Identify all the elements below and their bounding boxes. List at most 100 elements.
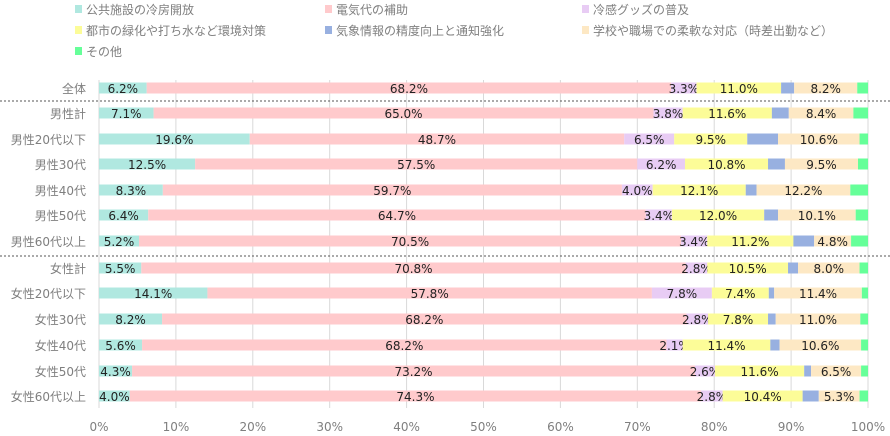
bar-segment: [798, 262, 860, 274]
legend-label: 学校や職場での柔軟な対応（時差出勤など）: [593, 23, 833, 38]
data-label: 11.6%: [741, 365, 779, 379]
category-label: 女性計: [50, 261, 86, 276]
bar-segment: [99, 313, 163, 325]
legend-swatch: [325, 5, 332, 13]
x-tick-label: 10%: [163, 420, 190, 434]
bar-segment: [722, 390, 803, 402]
bar-segment: [770, 339, 780, 351]
bar-segment: [637, 158, 685, 170]
bar-segment: [768, 313, 776, 325]
data-label: 68.2%: [385, 339, 423, 353]
bar-segment: [860, 313, 868, 325]
bar-segment: [99, 339, 143, 351]
bar-segment: [142, 339, 667, 351]
bar-segment: [682, 339, 771, 351]
legend-swatch: [75, 5, 82, 13]
data-label: 73.2%: [394, 365, 432, 379]
bar-segment: [779, 339, 862, 351]
bar-segment: [747, 133, 779, 145]
bar-segment: [853, 107, 868, 119]
bar-segment: [132, 365, 695, 377]
data-label: 4.0%: [99, 390, 130, 404]
bar-segment: [696, 82, 782, 94]
bar-segment: [768, 158, 785, 170]
bar-segment: [99, 107, 154, 119]
category-label: 女性50代: [35, 364, 86, 379]
x-axis-ticks: 0% 10% 20% 30% 40% 50% 60% 70% 80% 90% 100%: [89, 420, 885, 434]
data-label: 11.4%: [707, 339, 745, 353]
bar-segment: [682, 107, 772, 119]
data-label: 7.8%: [723, 313, 754, 327]
bar-segment: [811, 365, 862, 377]
data-label: 10.1%: [798, 209, 836, 223]
bar-segment: [621, 184, 653, 196]
data-label: 2.8%: [681, 262, 712, 276]
bar-segment: [784, 158, 859, 170]
category-label: 男性計: [50, 106, 86, 121]
bar-segment: [701, 390, 723, 402]
bar-segment: [686, 313, 709, 325]
bar-segment: [711, 287, 769, 299]
data-label: 6.5%: [634, 133, 665, 147]
data-label: 3.3%: [669, 82, 700, 96]
bar-segment: [99, 365, 133, 377]
bar-segment: [684, 158, 769, 170]
x-tick-label: 30%: [316, 420, 343, 434]
bar-segment: [671, 82, 697, 94]
bar-segment: [99, 235, 139, 247]
bar-segment: [162, 184, 622, 196]
bar-segment: [781, 82, 795, 94]
bar-segment: [99, 262, 142, 274]
data-label: 48.7%: [418, 133, 456, 147]
legend-swatch: [582, 26, 589, 34]
bar-segment: [195, 158, 638, 170]
data-label: 12.0%: [699, 209, 737, 223]
data-label: 12.1%: [680, 184, 718, 198]
data-label: 8.0%: [814, 262, 845, 276]
data-label: 10.8%: [707, 158, 745, 172]
bar-segment: [162, 313, 687, 325]
data-label: 65.0%: [384, 107, 422, 121]
bar-segment: [768, 287, 775, 299]
bar-segment: [861, 287, 868, 299]
data-label: 6.4%: [108, 209, 139, 223]
data-label: 12.2%: [784, 184, 822, 198]
bar-segment: [99, 390, 130, 402]
x-tick-label: 50%: [470, 420, 497, 434]
bar-segment: [671, 209, 765, 221]
data-label: 5.2%: [104, 235, 135, 249]
x-tick-label: 70%: [624, 420, 651, 434]
data-label: 57.5%: [397, 158, 435, 172]
data-label: 9.5%: [695, 133, 726, 147]
data-label: 10.4%: [744, 390, 782, 404]
bar-segment: [99, 287, 208, 299]
data-label: 5.6%: [105, 339, 136, 353]
bar-segment: [859, 133, 868, 145]
data-label: 11.0%: [799, 313, 837, 327]
data-label: 5.5%: [105, 262, 136, 276]
legend-label: 冷感グッズの普及: [593, 2, 689, 17]
data-label: 10.6%: [801, 339, 839, 353]
bar-segment: [756, 184, 851, 196]
bar-segment: [653, 107, 683, 119]
bar-segment: [859, 390, 868, 402]
bar-segment: [129, 390, 702, 402]
data-label: 19.6%: [155, 133, 193, 147]
data-label: 11.0%: [720, 82, 758, 96]
bar-segment: [774, 287, 862, 299]
bar-segment: [141, 262, 686, 274]
data-label: 59.7%: [373, 184, 411, 198]
bar-segment: [778, 133, 860, 145]
bar-segment: [794, 82, 858, 94]
data-label: 3.4%: [644, 209, 675, 223]
bar-segment: [681, 235, 708, 247]
category-label: 男性50代: [35, 209, 86, 223]
data-label: 14.1%: [134, 287, 172, 301]
data-label: 8.2%: [115, 313, 146, 327]
bar-segment: [651, 287, 712, 299]
data-label: 10.5%: [729, 262, 767, 276]
data-label: 57.8%: [411, 287, 449, 301]
bar-segment: [645, 209, 672, 221]
legend-swatch: [582, 5, 589, 13]
